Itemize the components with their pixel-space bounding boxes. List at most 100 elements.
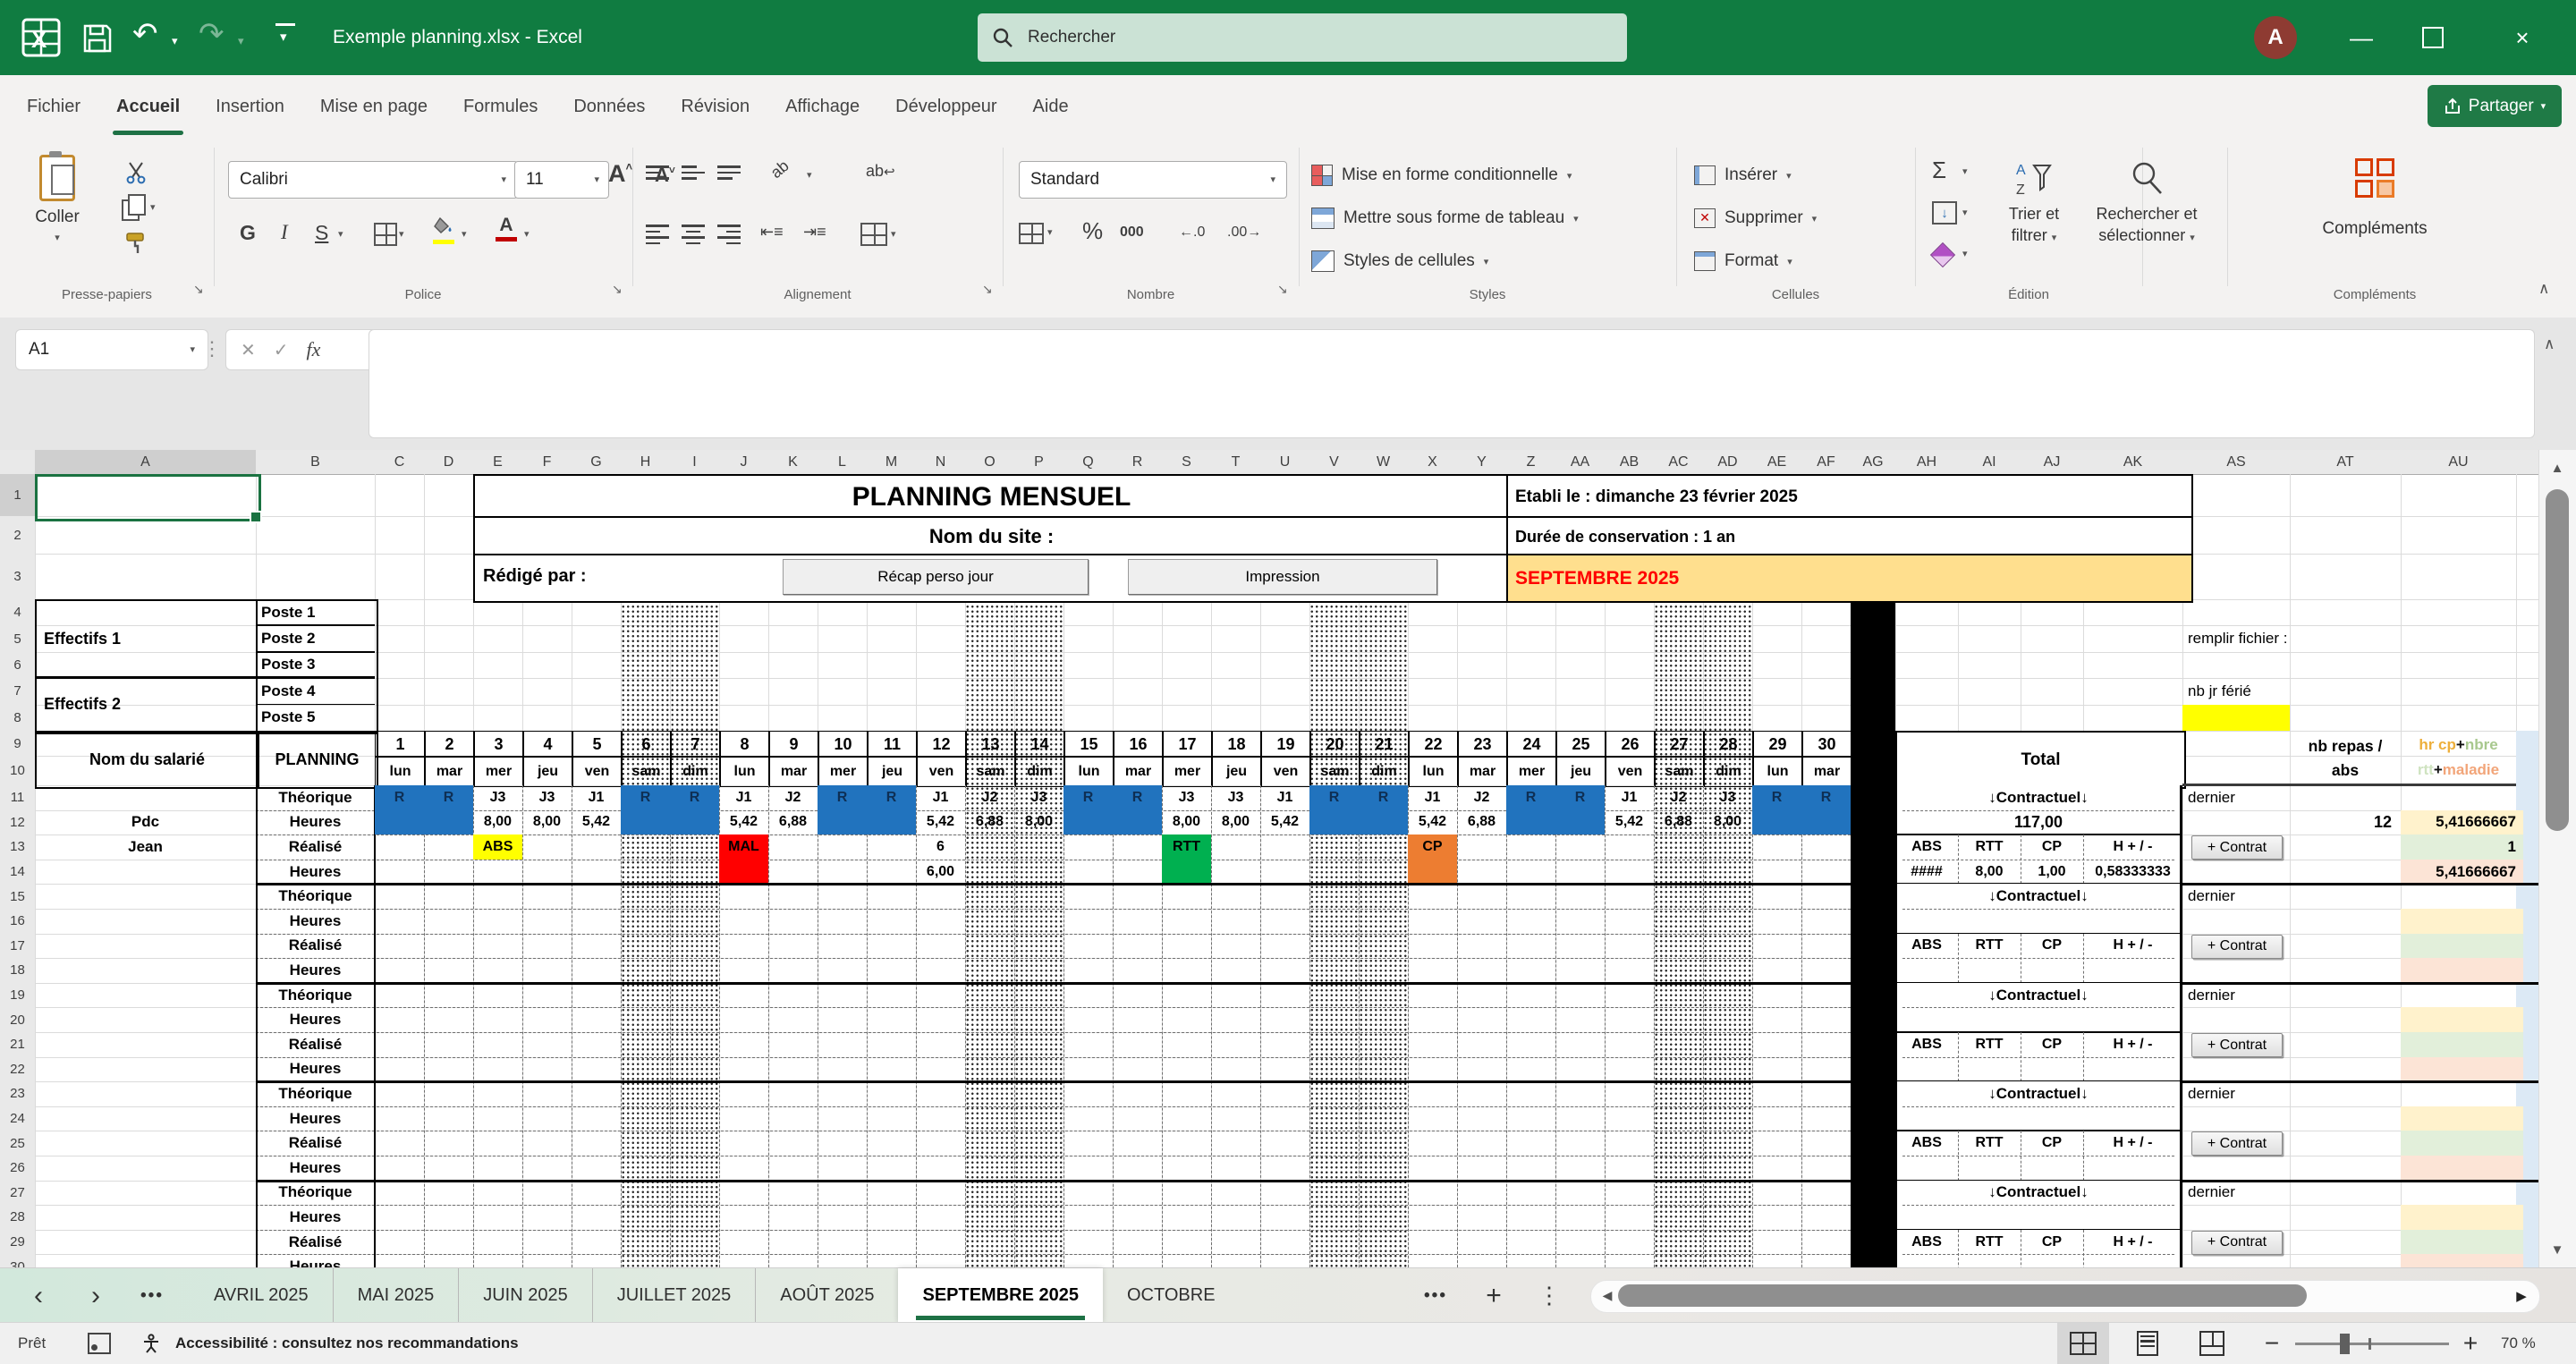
align-middle-icon[interactable] (682, 165, 705, 180)
row-header-6[interactable]: 6 (0, 651, 36, 680)
zoom-in-button[interactable]: + (2462, 1329, 2479, 1357)
column-header-B[interactable]: B (256, 450, 376, 475)
cell-theorique[interactable]: R (1359, 785, 1408, 810)
underline-chevron-icon[interactable]: ▾ (338, 229, 343, 240)
ribbon-tab-affichage[interactable]: Affichage (785, 97, 860, 116)
nb-jr-ferie-value[interactable] (2182, 704, 2290, 731)
search-input[interactable]: Rechercher (978, 13, 1627, 62)
impression-button[interactable]: Impression (1128, 559, 1437, 595)
column-header-AH[interactable]: AH (1895, 450, 1959, 475)
zoom-level[interactable]: 70 % (2501, 1334, 2536, 1351)
column-header-F[interactable]: F (522, 450, 572, 475)
decrease-indent-icon[interactable]: ⇤≡ (760, 223, 784, 241)
orientation-chevron-icon[interactable]: ▾ (807, 170, 812, 181)
font-color-chevron-icon[interactable]: ▾ (524, 229, 530, 240)
borders-icon[interactable] (374, 223, 397, 246)
au-cell-pink[interactable] (2401, 958, 2523, 983)
sheet-tab-octobre[interactable]: OCTOBRE (1127, 1285, 1216, 1305)
au-cell-green[interactable]: 1 (2401, 834, 2523, 860)
cell-heures[interactable] (1063, 809, 1113, 835)
horizontal-scroll-thumb[interactable] (1618, 1284, 2307, 1307)
row-header-19[interactable]: 19 (0, 982, 36, 1009)
column-header-V[interactable]: V (1309, 450, 1360, 475)
cell-heures[interactable]: 6,88 (1467, 814, 1496, 830)
ribbon-tab-formules[interactable]: Formules (462, 97, 538, 116)
nb-repas-value[interactable]: 12 (2373, 812, 2392, 831)
paste-button[interactable]: Coller ▾ (13, 148, 102, 282)
column-header-K[interactable]: K (768, 450, 818, 475)
row-header-26[interactable]: 26 (0, 1156, 36, 1182)
ribbon-tab-fichier[interactable]: Fichier (27, 97, 81, 116)
au-cell-pink[interactable] (2401, 1156, 2523, 1181)
name-box[interactable]: A1 ▾ (15, 329, 208, 370)
row-header-22[interactable]: 22 (0, 1056, 36, 1083)
cell-heures[interactable]: 8,00 (1172, 814, 1201, 830)
cell-theorique[interactable]: J2 (784, 789, 801, 805)
next-sheet-icon[interactable]: › (91, 1280, 100, 1310)
column-header-Y[interactable]: Y (1457, 450, 1507, 475)
format-painter-icon[interactable] (118, 228, 154, 258)
recap-perso-jour-button[interactable]: Récap perso jour (783, 559, 1089, 595)
column-header-AS[interactable]: AS (2182, 450, 2291, 475)
ribbon-tab-accueil[interactable]: Accueil (98, 75, 198, 139)
cell-theorique[interactable]: J2 (1473, 789, 1490, 805)
autosum-icon[interactable]: Σ (1932, 157, 1947, 183)
align-bottom-icon[interactable] (717, 165, 741, 180)
cell-theorique[interactable]: J3 (1030, 789, 1047, 805)
styles-item-2[interactable]: Styles de cellules ▾ (1311, 242, 1488, 280)
spreadsheet-grid[interactable]: A B C D E F G H I J K L M N O P Q R S T U V W X Y Z AA AB AC AD AE AF AG… (0, 450, 2576, 1267)
cell-theorique[interactable]: J2 (1670, 789, 1687, 805)
row-header-28[interactable]: 28 (0, 1205, 36, 1231)
column-header-J[interactable]: J (719, 450, 769, 475)
view-layout-button[interactable] (2122, 1323, 2174, 1364)
cell-realise[interactable]: RTT (1162, 834, 1211, 860)
column-header-AI[interactable]: AI (1958, 450, 2021, 475)
formula-input[interactable] (369, 329, 2535, 438)
column-header-X[interactable]: X (1408, 450, 1458, 475)
column-header-U[interactable]: U (1260, 450, 1310, 475)
cell-theorique[interactable]: R (1309, 785, 1359, 810)
contrat-button[interactable]: + Contrat (2191, 1230, 2283, 1255)
undo-chevron-icon[interactable]: ▾ (172, 34, 178, 47)
sheet-tab-juillet-2025[interactable]: JUILLET 2025 (591, 1268, 756, 1323)
cell-heures[interactable]: 5,42 (926, 814, 955, 830)
cell-theorique[interactable]: R (424, 785, 473, 810)
au-cell-yellow[interactable] (2401, 1106, 2523, 1131)
dialog-launcher-icon[interactable]: ↘ (612, 282, 623, 296)
row-header-11[interactable]: 11 (0, 785, 36, 811)
undo-icon[interactable]: ↶ (132, 17, 158, 51)
cell-realise[interactable]: MAL (719, 834, 768, 860)
cell-realise-heures[interactable] (1162, 859, 1211, 885)
column-header-AU[interactable]: AU (2401, 450, 2517, 475)
column-header-AF[interactable]: AF (1801, 450, 1852, 475)
bold-button[interactable]: G (240, 221, 256, 244)
contrat-button[interactable]: + Contrat (2191, 934, 2283, 959)
au-cell-pink[interactable]: 5,41666667 (2401, 859, 2523, 885)
row-header-20[interactable]: 20 (0, 1007, 36, 1033)
cell-theorique[interactable]: J1 (735, 789, 752, 805)
cell-theorique[interactable]: R (1063, 785, 1113, 810)
orientation-icon[interactable]: ab (767, 157, 792, 182)
row-header-1[interactable]: 1 (0, 474, 36, 517)
column-header-E[interactable]: E (473, 450, 523, 475)
column-header-AD[interactable]: AD (1703, 450, 1753, 475)
accounting-chevron-icon[interactable]: ▾ (1047, 227, 1053, 238)
all-sheets-icon[interactable]: ••• (140, 1285, 164, 1305)
borders-chevron-icon[interactable]: ▾ (399, 229, 404, 240)
avatar[interactable]: A (2254, 16, 2297, 59)
complements-button[interactable]: Compléments (2290, 149, 2460, 284)
sheet-tab-avril-2025[interactable]: AVRIL 2025 (214, 1285, 309, 1305)
contrat-button[interactable]: + Contrat (2191, 1033, 2283, 1057)
zoom-slider-thumb[interactable] (2340, 1334, 2350, 1354)
cell-heures[interactable] (1752, 809, 1801, 835)
close-button[interactable]: × (2515, 23, 2529, 51)
sheet-tab-août-2025[interactable]: AOÛT 2025 (755, 1268, 898, 1323)
row-header-2[interactable]: 2 (0, 516, 36, 555)
font-name-select[interactable]: Calibri ▾ (228, 161, 518, 199)
scroll-right-icon[interactable]: ▶ (2516, 1288, 2527, 1304)
cell-realise[interactable]: 6 (936, 838, 945, 854)
find-select-button[interactable]: Rechercher et sélectionner ▾ (2084, 153, 2209, 287)
prev-sheet-icon[interactable]: ‹ (34, 1280, 43, 1310)
ribbon-tab-insertion[interactable]: Insertion (216, 97, 284, 116)
accessibility-status[interactable]: Accessibilité : consultez nos recommanda… (175, 1334, 519, 1351)
